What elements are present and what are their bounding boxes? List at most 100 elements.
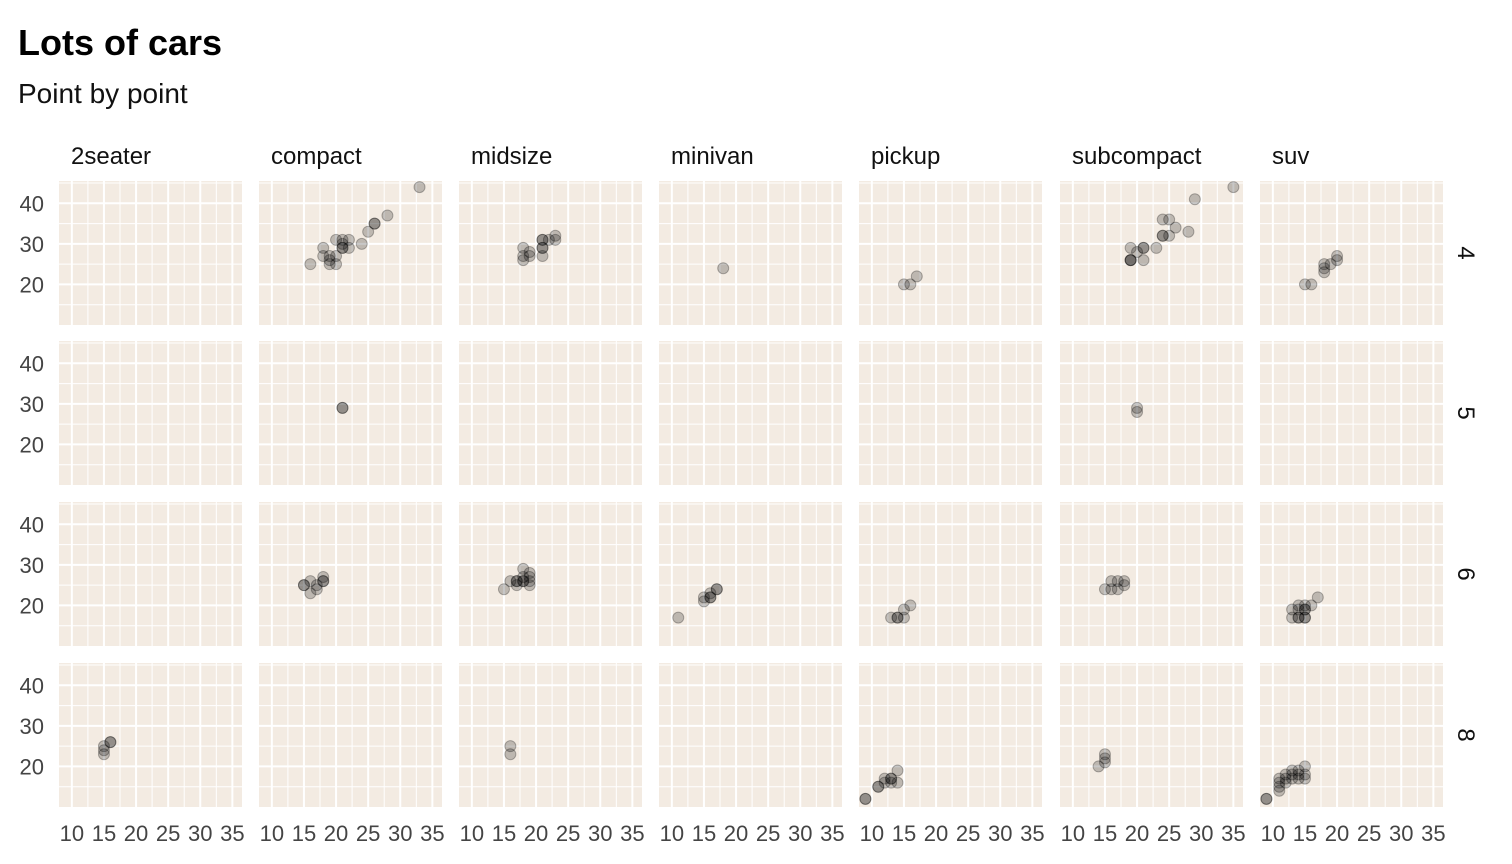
data-point (910, 270, 923, 283)
data-point (310, 579, 323, 592)
data-point (97, 740, 110, 753)
data-point (1124, 241, 1137, 254)
x-tick-label: 30 (788, 821, 812, 846)
facet-panel (659, 502, 842, 646)
data-point (1298, 611, 1311, 624)
data-point (1286, 764, 1299, 777)
x-tick-label: 15 (492, 821, 516, 846)
facet-panel (259, 341, 442, 485)
y-tick-label: 20 (20, 272, 44, 297)
data-point (323, 254, 336, 267)
data-point (336, 237, 349, 250)
data-point (504, 575, 517, 588)
data-point (1131, 405, 1144, 418)
data-point (510, 575, 523, 588)
x-tick-label: 10 (1261, 821, 1285, 846)
chart-subtitle: Point by point (18, 78, 188, 109)
data-point (1331, 254, 1344, 267)
y-tick-label: 30 (20, 232, 44, 257)
data-point (1286, 603, 1299, 616)
facet-panel (1260, 181, 1443, 325)
data-point (1279, 772, 1292, 785)
panel-background (1060, 181, 1243, 325)
data-point (1298, 611, 1311, 624)
facet-panel (1060, 663, 1243, 807)
x-tick-label: 15 (1093, 821, 1117, 846)
data-point (504, 748, 517, 761)
x-tick-label: 30 (988, 821, 1012, 846)
panel-background (1260, 181, 1443, 325)
data-point (336, 241, 349, 254)
x-tick-label: 25 (556, 821, 580, 846)
y-tick-label: 40 (20, 351, 44, 376)
data-point (1098, 748, 1111, 761)
data-point (1286, 772, 1299, 785)
facet-row-label: 5 (1452, 406, 1479, 419)
data-point (704, 591, 717, 604)
y-tick-label: 40 (20, 512, 44, 537)
x-tick-label: 20 (324, 821, 348, 846)
facet-row-label: 6 (1452, 567, 1479, 580)
data-point (710, 583, 723, 596)
panel-background (259, 181, 442, 325)
data-point (342, 241, 355, 254)
panel-background (259, 502, 442, 646)
panel-background (1060, 663, 1243, 807)
data-point (1188, 193, 1201, 206)
data-point (304, 258, 317, 271)
data-point (523, 250, 536, 263)
data-point (317, 571, 330, 584)
data-point (891, 764, 904, 777)
panel-background (1060, 502, 1243, 646)
data-point (1273, 772, 1286, 785)
data-point (517, 575, 530, 588)
facet-panel (1260, 341, 1443, 485)
data-point (1137, 241, 1150, 254)
x-tick-label: 25 (156, 821, 180, 846)
data-point (1150, 241, 1163, 254)
facet-column-label: 2seater (71, 143, 151, 170)
data-point (1286, 768, 1299, 781)
data-point (297, 579, 310, 592)
y-tick-label: 20 (20, 754, 44, 779)
data-point (510, 575, 523, 588)
data-point (523, 571, 536, 584)
facet-panel (259, 502, 442, 646)
data-point (523, 245, 536, 258)
facet-panel (859, 181, 1042, 325)
data-point (330, 233, 343, 246)
x-tick-label: 30 (1389, 821, 1413, 846)
data-point (717, 262, 730, 275)
data-point (317, 575, 330, 588)
panel-background (459, 663, 642, 807)
panel-background (259, 663, 442, 807)
facet-panel (59, 341, 242, 485)
data-point (872, 780, 885, 793)
data-point (1124, 254, 1137, 267)
data-point (336, 233, 349, 246)
data-point (1292, 599, 1305, 612)
x-tick-label: 15 (1293, 821, 1317, 846)
data-point (1111, 583, 1124, 596)
data-point (368, 217, 381, 230)
data-point (1131, 245, 1144, 258)
data-point (1292, 772, 1305, 785)
data-point (1124, 254, 1137, 267)
panel-background (659, 181, 842, 325)
data-point (704, 587, 717, 600)
panel-background (859, 663, 1042, 807)
x-tick-label: 35 (220, 821, 244, 846)
data-point (342, 233, 355, 246)
data-point (549, 233, 562, 246)
facet-column-label: pickup (871, 143, 940, 170)
panel-background (459, 502, 642, 646)
data-point (1111, 575, 1124, 588)
panel-background (459, 181, 642, 325)
y-tick-label: 40 (20, 191, 44, 216)
x-tick-label: 30 (388, 821, 412, 846)
data-point (1298, 603, 1311, 616)
panel-background (659, 663, 842, 807)
panel-background (659, 502, 842, 646)
data-point (878, 776, 891, 789)
x-tick-label: 15 (292, 821, 316, 846)
